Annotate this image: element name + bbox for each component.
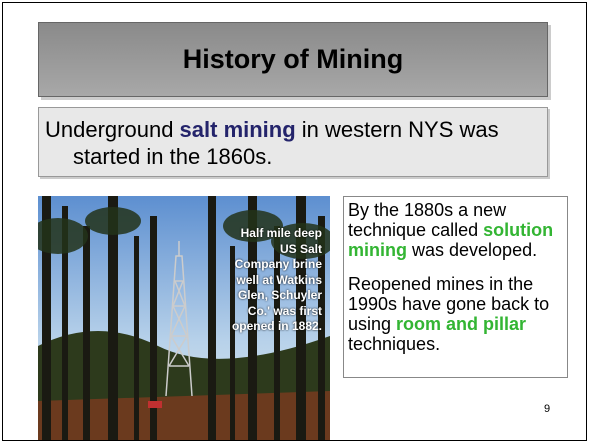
- title: History of Mining: [183, 44, 403, 75]
- side-text: was developed.: [407, 240, 537, 260]
- title-box: History of Mining: [38, 22, 548, 97]
- caption-line: well at Watkins: [232, 273, 322, 289]
- intro-box: Underground salt mining in western NYS w…: [38, 107, 548, 177]
- intro-highlight: salt mining: [180, 117, 296, 142]
- caption-line: Co.' was first: [232, 304, 322, 320]
- slide: History of Mining Underground salt minin…: [0, 0, 591, 445]
- intro-text: Underground: [45, 117, 180, 142]
- caption-line: opened in 1882.: [232, 319, 322, 335]
- side-box: By the 1880s a new technique called solu…: [343, 196, 568, 378]
- caption-line: US Salt: [232, 242, 322, 258]
- page-number: 9: [544, 403, 550, 415]
- caption-line: Half mile deep: [232, 226, 322, 242]
- side-paragraph: Reopened mines in the 1990s have gone ba…: [348, 274, 563, 354]
- side-paragraph: By the 1880s a new technique called solu…: [348, 200, 563, 260]
- caption-line: Company brine: [232, 257, 322, 273]
- side-highlight: room and pillar: [396, 314, 526, 334]
- caption-line: Glen, Schuyler: [232, 288, 322, 304]
- side-text: techniques.: [348, 334, 440, 354]
